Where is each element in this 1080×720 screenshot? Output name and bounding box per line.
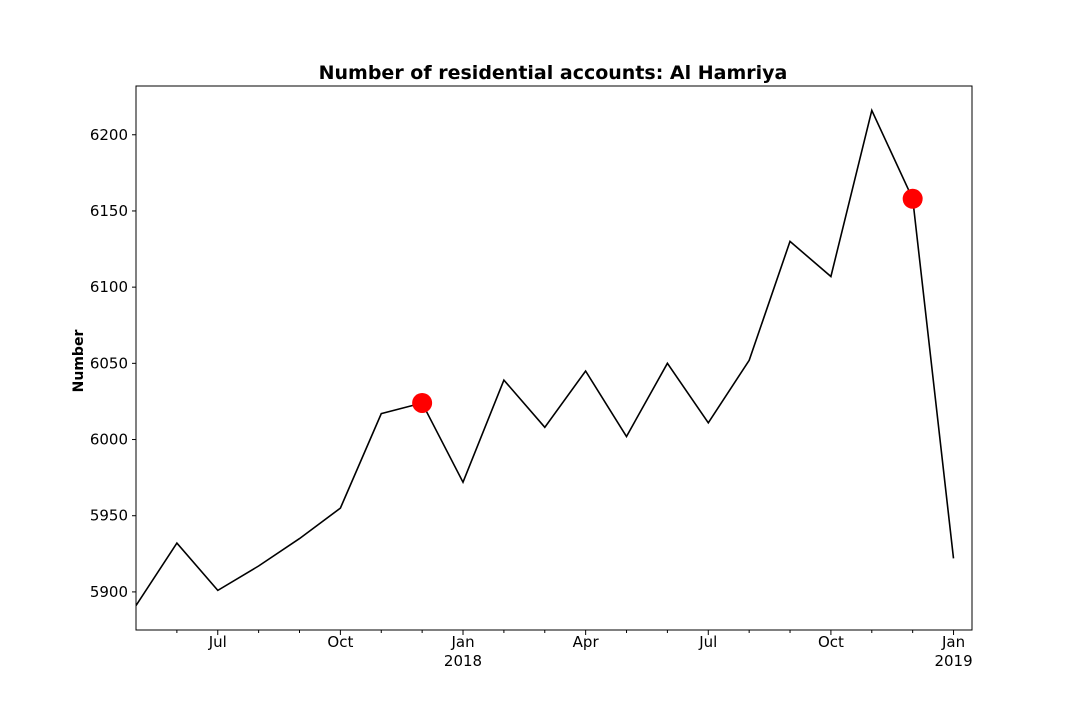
x-tick-label: Jul [208, 633, 227, 651]
y-tick-label: 6200 [90, 126, 128, 144]
y-tick-label: 5900 [90, 583, 128, 601]
x-tick-label: Oct [818, 633, 844, 651]
y-axis-ticks: 5900 5950 6000 6050 6100 6150 6200 [90, 126, 136, 601]
series-line [136, 107, 955, 607]
y-tick-label: 6000 [90, 431, 128, 449]
x-tick-label: Jan [450, 633, 474, 651]
y-axis-label: Number [71, 330, 87, 393]
x-tick-label: Apr [573, 633, 600, 651]
x-tick-label: Oct [327, 633, 353, 651]
y-tick-label: 6150 [90, 202, 128, 220]
y-tick-label: 5950 [90, 507, 128, 525]
highlight-marker [412, 392, 433, 413]
x-tick-year-label: 2019 [934, 652, 972, 670]
x-tick-label: Jan [941, 633, 965, 651]
chart-title: Number of residential accounts: Al Hamri… [319, 62, 788, 84]
axes-frame [135, 85, 973, 631]
y-tick-label: 6050 [90, 354, 128, 372]
highlight-marker [902, 188, 923, 209]
x-tick-label: Jul [698, 633, 717, 651]
plot-area [136, 107, 955, 607]
x-tick-year-label: 2018 [444, 652, 482, 670]
y-tick-label: 6100 [90, 278, 128, 296]
